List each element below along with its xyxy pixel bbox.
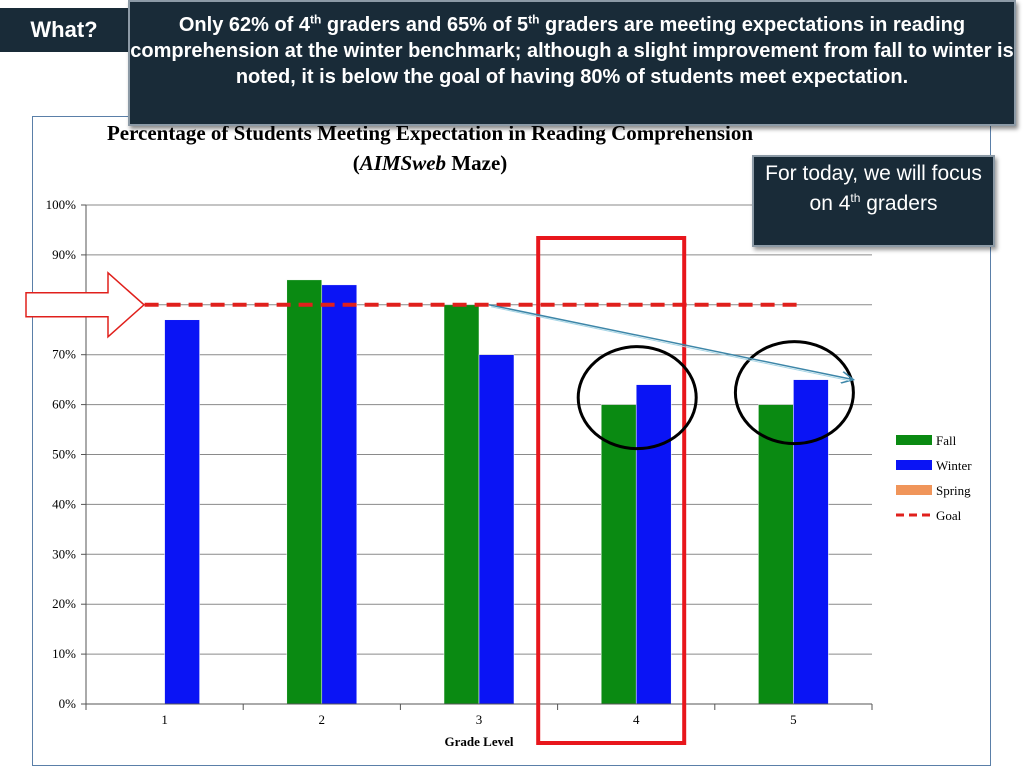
- x-axis-label: Grade Level: [445, 734, 514, 749]
- bar-fall-grade-3: [443, 304, 480, 705]
- chart-title-part2: Maze): [446, 151, 508, 175]
- x-tick-label: 1: [161, 712, 168, 727]
- y-tick-label: 60%: [52, 397, 76, 412]
- y-tick-label: 20%: [52, 596, 76, 611]
- trend-arrow-shadow: [490, 306, 850, 382]
- chart-title: Percentage of Students Meeting Expectati…: [95, 118, 765, 178]
- legend-swatch-fall: [896, 435, 932, 445]
- headline-text-3: graders are meeting expectations in read…: [130, 14, 1014, 88]
- section-tag-label: What?: [30, 17, 98, 42]
- bar-winter-grade-3: [478, 354, 515, 705]
- section-tag: What?: [0, 8, 140, 52]
- y-tick-label: 100%: [46, 197, 77, 212]
- legend-label-goal: Goal: [936, 508, 962, 523]
- tag-arrow-shape: [0, 8, 140, 52]
- y-tick-label: 70%: [52, 347, 76, 362]
- headline-sup-1: th: [310, 12, 322, 27]
- legend-swatch-winter: [896, 460, 932, 470]
- bar-winter-grade-5: [793, 379, 829, 705]
- highlight-circle-grade-5: [733, 340, 855, 446]
- highlight-circle-grade-4: [576, 345, 698, 451]
- callout-text-1: For today, we will focus on 4: [765, 162, 982, 215]
- y-tick-label: 90%: [52, 247, 76, 262]
- chart-title-italic: AIMSweb: [359, 151, 447, 175]
- y-tick-label: 50%: [52, 447, 76, 462]
- y-tick-label: 0%: [59, 696, 77, 711]
- headline-banner: Only 62% of 4th graders and 65% of 5th g…: [128, 0, 1016, 126]
- y-tick-label: 40%: [52, 496, 76, 511]
- x-tick-label: 4: [633, 712, 640, 727]
- callout-text-2: graders: [860, 192, 938, 215]
- y-tick-label: 10%: [52, 646, 76, 661]
- trend-arrow: [488, 304, 853, 380]
- legend-swatch-spring: [896, 485, 932, 495]
- bar-fall-grade-4: [600, 404, 637, 705]
- bar-winter-grade-1: [164, 319, 200, 705]
- bar-winter-grade-2: [321, 284, 358, 705]
- headline-sup-2: th: [528, 12, 540, 27]
- headline-text-1: Only 62% of 4: [178, 14, 311, 36]
- bar-winter-grade-4: [635, 384, 672, 705]
- x-tick-label: 3: [476, 712, 483, 727]
- y-tick-label: 30%: [52, 546, 76, 561]
- bar-fall-grade-5: [758, 404, 794, 705]
- bar-fall-grade-2: [286, 279, 323, 705]
- callout-sup: th: [850, 191, 861, 205]
- grade-4-highlight-box: [536, 236, 687, 745]
- legend-label-winter: Winter: [936, 458, 972, 473]
- headline-text-2: graders and 65% of 5: [321, 14, 529, 36]
- x-tick-label: 5: [790, 712, 797, 727]
- callout-box: For today, we will focus on 4th graders: [752, 155, 995, 247]
- legend-label-spring: Spring: [936, 483, 971, 498]
- legend-label-fall: Fall: [936, 433, 957, 448]
- goal-pointer-arrow: [25, 271, 146, 339]
- x-tick-label: 2: [319, 712, 326, 727]
